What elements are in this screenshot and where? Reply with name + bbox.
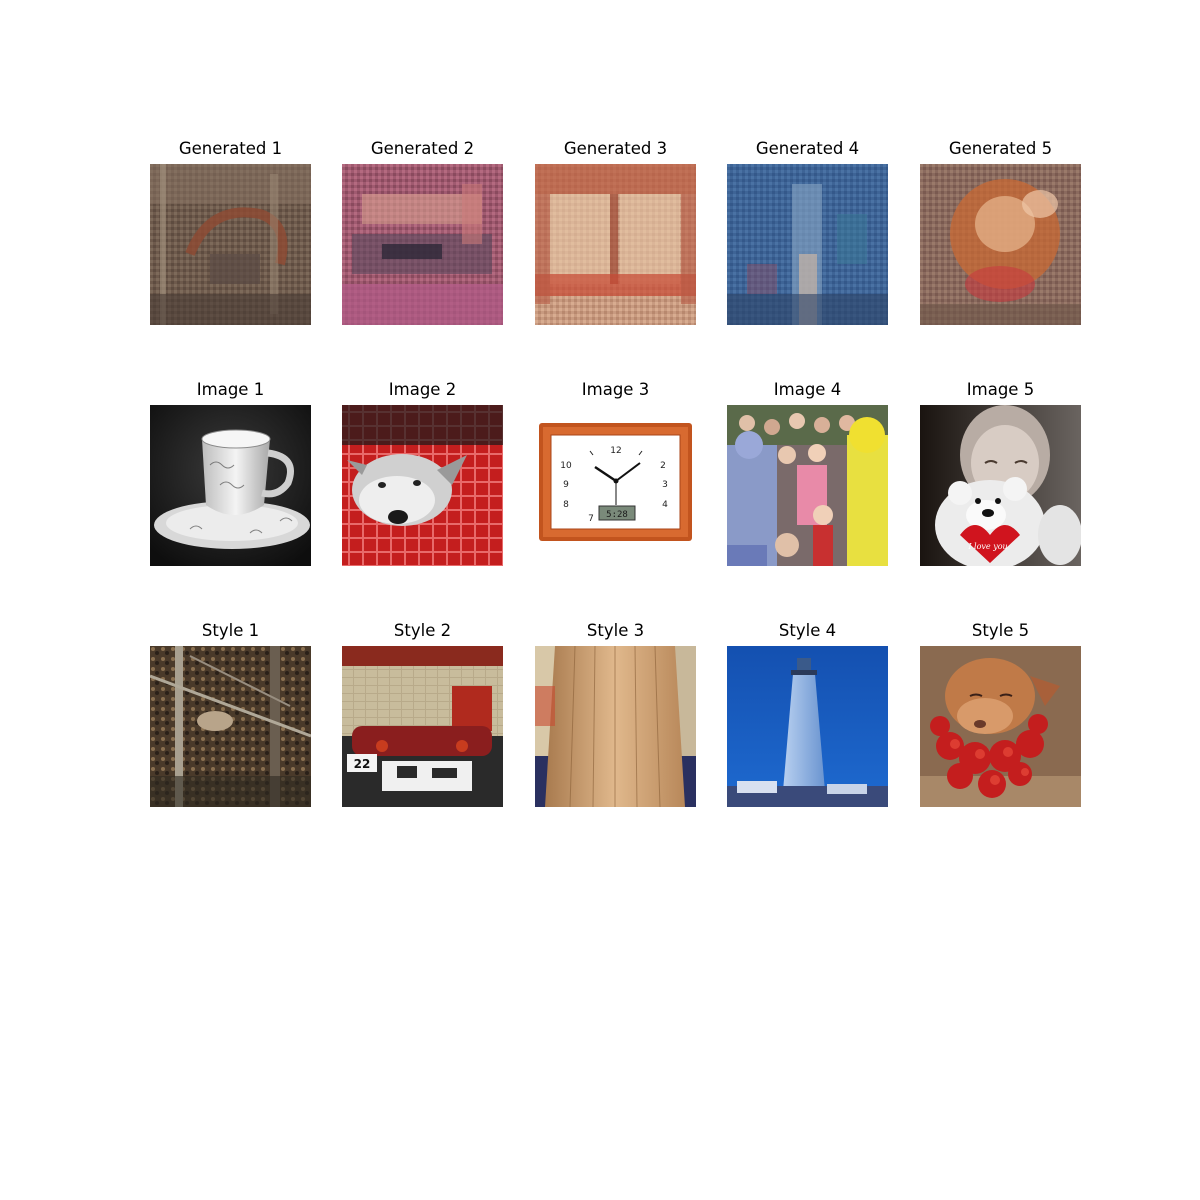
title-generated-1: Generated 1 bbox=[178, 139, 283, 158]
schnauzer-dog-image bbox=[342, 405, 503, 566]
clock-numeral-7: 7 bbox=[588, 514, 594, 524]
title-style-1: Style 1 bbox=[201, 621, 260, 640]
generated-image-3 bbox=[535, 164, 696, 325]
teacup-image bbox=[150, 405, 311, 566]
title-generated-2: Generated 2 bbox=[370, 139, 475, 158]
title-image-2: Image 2 bbox=[388, 380, 457, 399]
heart-text: I love you bbox=[967, 542, 1007, 551]
clock-numeral-4: 4 bbox=[662, 500, 668, 510]
title-image-4: Image 4 bbox=[773, 380, 842, 399]
title-image-1: Image 1 bbox=[196, 380, 265, 399]
title-generated-5: Generated 5 bbox=[948, 139, 1053, 158]
clock-numeral-8: 8 bbox=[563, 500, 569, 510]
wall-clock-image: 12 2 3 4 9 10 8 7 5:28 bbox=[535, 405, 696, 566]
girl-teddy-bear-image: I love you bbox=[920, 405, 1081, 566]
generated-image-1 bbox=[150, 164, 311, 325]
race-car-style-image: 22 bbox=[342, 646, 503, 807]
title-image-3: Image 3 bbox=[581, 380, 650, 399]
title-generated-4: Generated 4 bbox=[755, 139, 860, 158]
clock-numeral-12: 12 bbox=[610, 446, 621, 456]
clock-numeral-3: 3 bbox=[662, 480, 668, 490]
title-generated-3: Generated 3 bbox=[563, 139, 668, 158]
dog-flowers-style-image bbox=[920, 646, 1081, 807]
generated-image-4 bbox=[727, 164, 888, 325]
title-style-2: Style 2 bbox=[393, 621, 452, 640]
title-style-5: Style 5 bbox=[971, 621, 1030, 640]
clock-numeral-10: 10 bbox=[560, 461, 572, 471]
clock-digital-display: 5:28 bbox=[606, 510, 628, 520]
crowd-parade-image bbox=[727, 405, 888, 566]
title-style-3: Style 3 bbox=[586, 621, 645, 640]
lighthouse-style-image bbox=[727, 646, 888, 807]
clock-numeral-2: 2 bbox=[660, 461, 666, 471]
title-style-4: Style 4 bbox=[778, 621, 837, 640]
forest-bird-style-image bbox=[150, 646, 311, 807]
generated-image-5 bbox=[920, 164, 1081, 325]
clock-numeral-9: 9 bbox=[563, 480, 569, 490]
car-number: 22 bbox=[354, 757, 371, 771]
title-image-5: Image 5 bbox=[966, 380, 1035, 399]
fur-coat-style-image bbox=[535, 646, 696, 807]
generated-image-2 bbox=[342, 164, 503, 325]
